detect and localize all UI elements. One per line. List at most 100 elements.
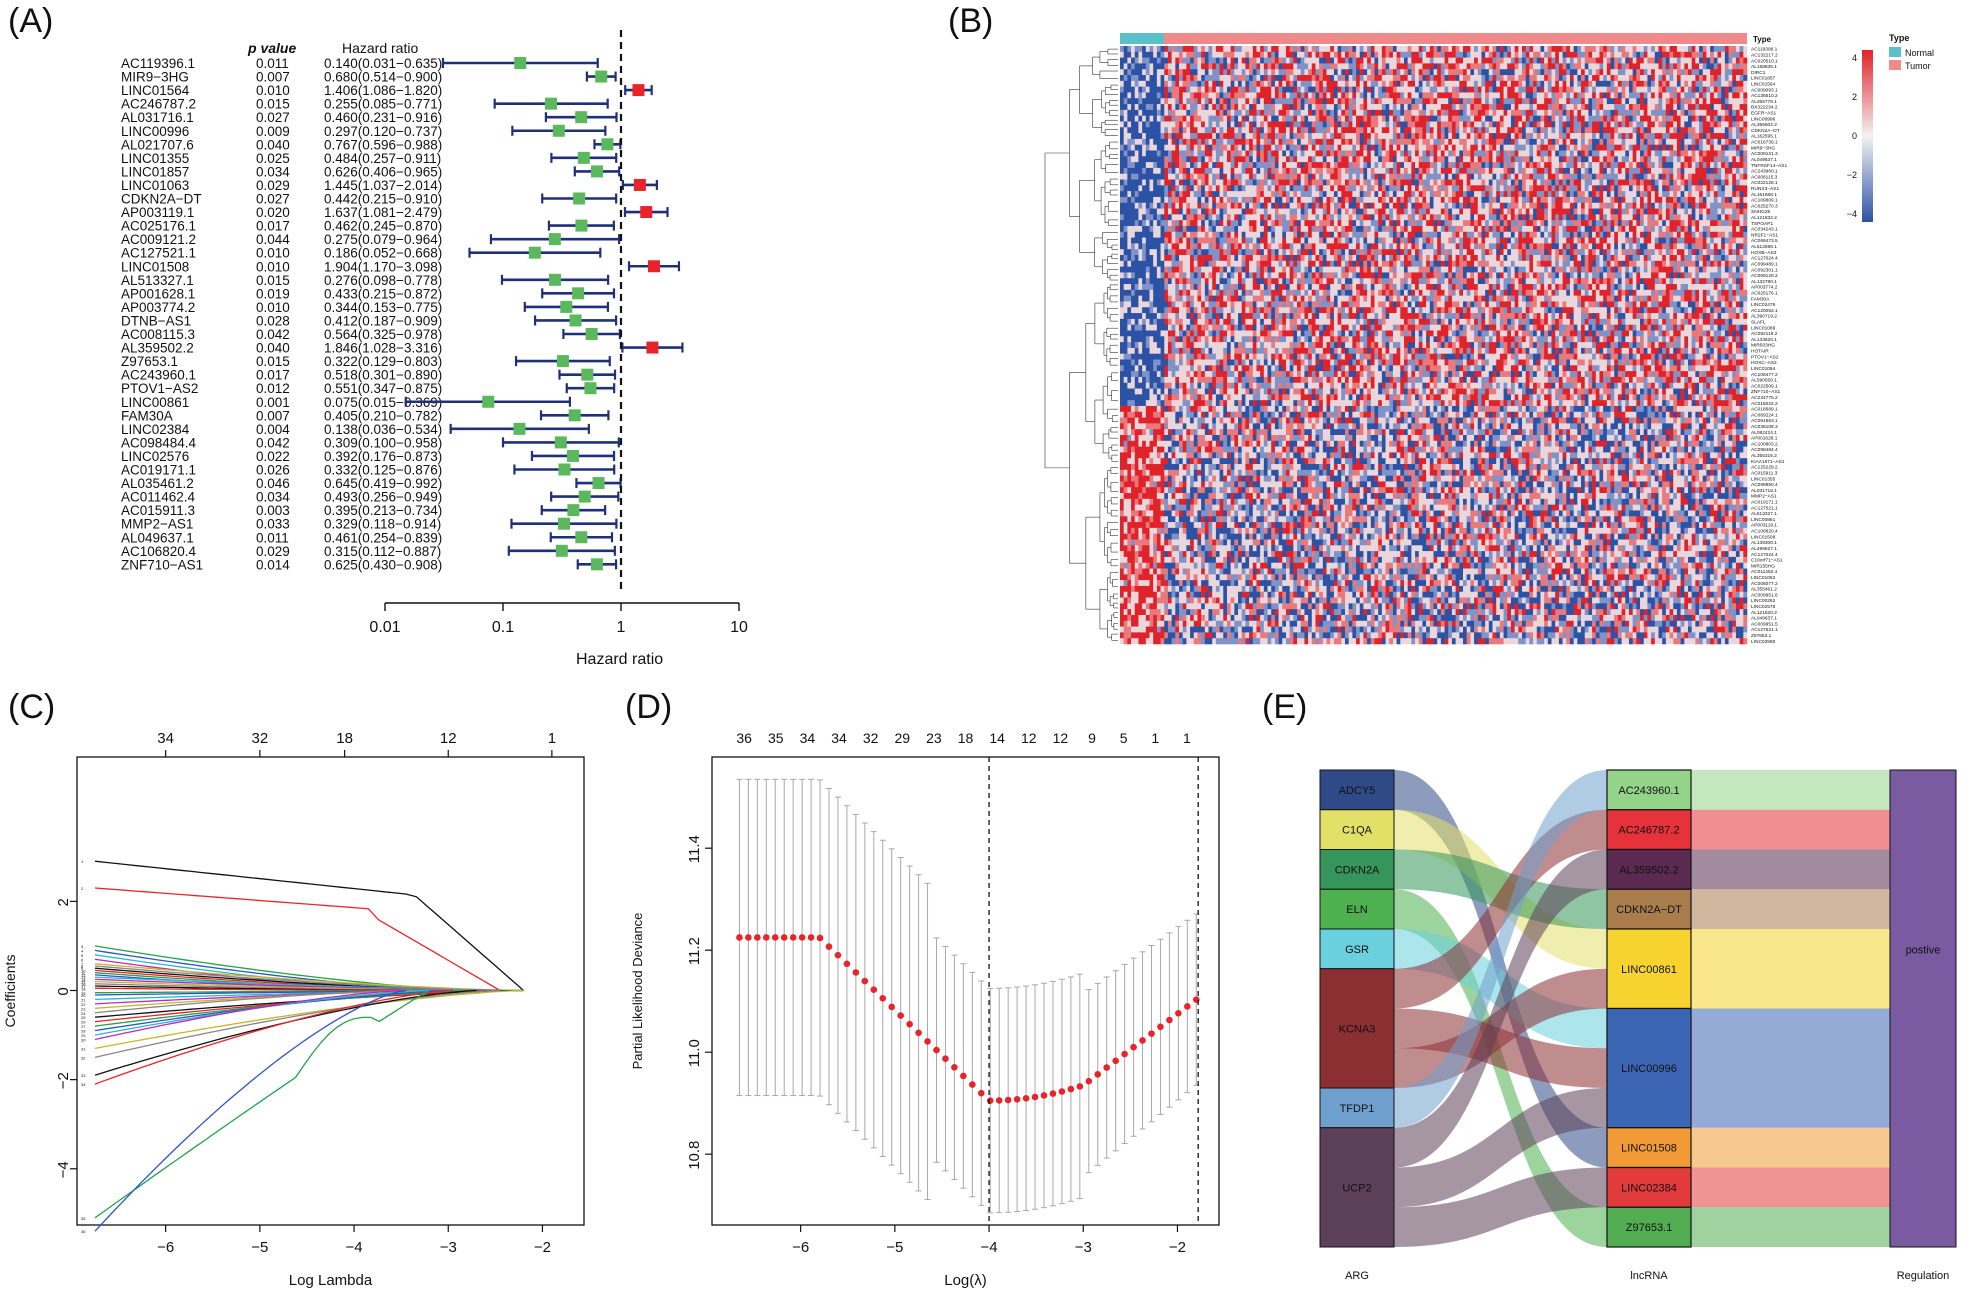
- heatmap-cell: [1167, 202, 1172, 209]
- heatmap-cell: [1193, 133, 1198, 140]
- heatmap-cell: [1138, 167, 1143, 175]
- heatmap-cell: [1186, 63, 1191, 70]
- heatmap-cell: [1581, 167, 1586, 175]
- heatmap-cell: [1728, 121, 1733, 128]
- heatmap-cell: [1223, 75, 1228, 82]
- heatmap-cell: [1293, 156, 1298, 163]
- heatmap-cell: [1367, 121, 1372, 128]
- heatmap-cell: [1319, 173, 1324, 180]
- forest-hr-text: 1.445(1.037−2.014): [324, 178, 442, 193]
- heatmap-cell: [1271, 150, 1276, 157]
- heatmap-cell: [1573, 144, 1578, 151]
- heatmap-cell: [1381, 75, 1386, 82]
- heatmap-cell: [1544, 115, 1549, 122]
- heatmap-cell: [1647, 167, 1652, 175]
- heatmap-cell: [1411, 173, 1416, 180]
- heatmap-cell: [1496, 127, 1501, 134]
- heatmap-cell: [1699, 156, 1704, 163]
- heatmap-cell: [1474, 162, 1479, 169]
- heatmap-cell: [1252, 138, 1257, 145]
- heatmap-cell: [1249, 63, 1254, 70]
- heatmap-cell: [1433, 127, 1438, 134]
- heatmap-cell: [1120, 127, 1124, 134]
- heatmap-cell: [1378, 98, 1383, 105]
- heatmap-cell: [1599, 104, 1604, 111]
- heatmap-cell: [1238, 202, 1243, 209]
- heatmap-cell: [1234, 173, 1239, 180]
- heatmap-cell: [1477, 162, 1482, 169]
- heatmap-cell: [1687, 86, 1692, 93]
- heatmap-cell: [1522, 57, 1527, 64]
- heatmap-cell: [1699, 196, 1704, 204]
- heatmap-cell: [1297, 121, 1302, 128]
- heatmap-cell: [1621, 104, 1626, 111]
- heatmap-cell: [1256, 46, 1261, 53]
- heatmap-cell: [1271, 104, 1276, 111]
- heatmap-cell: [1713, 51, 1718, 58]
- heatmap-cell: [1330, 196, 1335, 204]
- heatmap-cell: [1433, 191, 1438, 198]
- heatmap-cell: [1385, 144, 1390, 151]
- heatmap-cell: [1525, 133, 1530, 140]
- heatmap-cell: [1606, 46, 1611, 53]
- heatmap-cell: [1721, 51, 1726, 58]
- forest-pvalue: 0.034: [256, 164, 290, 179]
- heatmap-cell: [1595, 46, 1600, 53]
- heatmap-cell: [1356, 57, 1361, 64]
- heatmap-cell: [1131, 57, 1136, 64]
- heatmap-cell: [1367, 202, 1372, 209]
- heatmap-cell: [1444, 179, 1449, 186]
- heatmap-cell: [1300, 86, 1305, 93]
- heatmap-cell: [1551, 80, 1556, 87]
- heatmap-cell: [1219, 57, 1224, 64]
- heatmap-cell: [1724, 179, 1729, 186]
- heatmap-cell: [1344, 144, 1349, 151]
- heatmap-cell: [1743, 127, 1748, 134]
- heatmap-cell: [1285, 115, 1290, 122]
- heatmap-cell: [1208, 121, 1213, 128]
- heatmap-cell: [1426, 173, 1431, 180]
- heatmap-cell: [1278, 196, 1283, 204]
- heatmap-cell: [1721, 156, 1726, 163]
- heatmap-cell: [1370, 86, 1375, 93]
- heatmap-cell: [1374, 173, 1379, 180]
- heatmap-cell: [1595, 63, 1600, 70]
- heatmap-cell: [1466, 179, 1471, 186]
- heatmap-cell: [1533, 156, 1538, 163]
- heatmap-cell: [1274, 173, 1279, 180]
- heatmap-cell: [1149, 167, 1154, 175]
- heatmap-cell: [1547, 144, 1552, 151]
- heatmap-cell: [1628, 127, 1633, 134]
- heatmap-cell: [1510, 98, 1515, 105]
- heatmap-cell: [1392, 144, 1397, 151]
- heatmap-cell: [1308, 115, 1313, 122]
- heatmap-cell: [1179, 86, 1183, 93]
- heatmap-cell: [1171, 46, 1176, 53]
- heatmap-cell: [1120, 173, 1124, 180]
- heatmap-cell: [1529, 80, 1534, 87]
- heatmap-cell: [1525, 162, 1530, 169]
- heatmap-cell: [1215, 98, 1220, 105]
- heatmap-cell: [1297, 63, 1302, 70]
- heatmap-cell: [1249, 138, 1254, 145]
- heatmap-cell: [1238, 92, 1243, 99]
- heatmap-cell: [1179, 46, 1183, 53]
- heatmap-cell: [1673, 92, 1678, 99]
- heatmap-cell: [1131, 179, 1136, 186]
- heatmap-cell: [1326, 69, 1331, 76]
- heatmap-cell: [1319, 98, 1324, 105]
- heatmap-cell: [1238, 46, 1243, 53]
- heatmap-cell: [1219, 75, 1224, 82]
- heatmap-cell: [1359, 104, 1364, 111]
- heatmap-cell: [1514, 109, 1519, 116]
- heatmap-cell: [1581, 69, 1586, 76]
- heatmap-cell: [1566, 144, 1571, 151]
- heatmap-cell: [1304, 80, 1309, 87]
- heatmap-cell: [1138, 80, 1143, 87]
- heatmap-cell: [1640, 115, 1645, 122]
- heatmap-cell: [1588, 57, 1593, 64]
- heatmap-cell: [1385, 121, 1390, 128]
- heatmap-cell: [1337, 138, 1342, 145]
- heatmap-cell: [1621, 98, 1626, 105]
